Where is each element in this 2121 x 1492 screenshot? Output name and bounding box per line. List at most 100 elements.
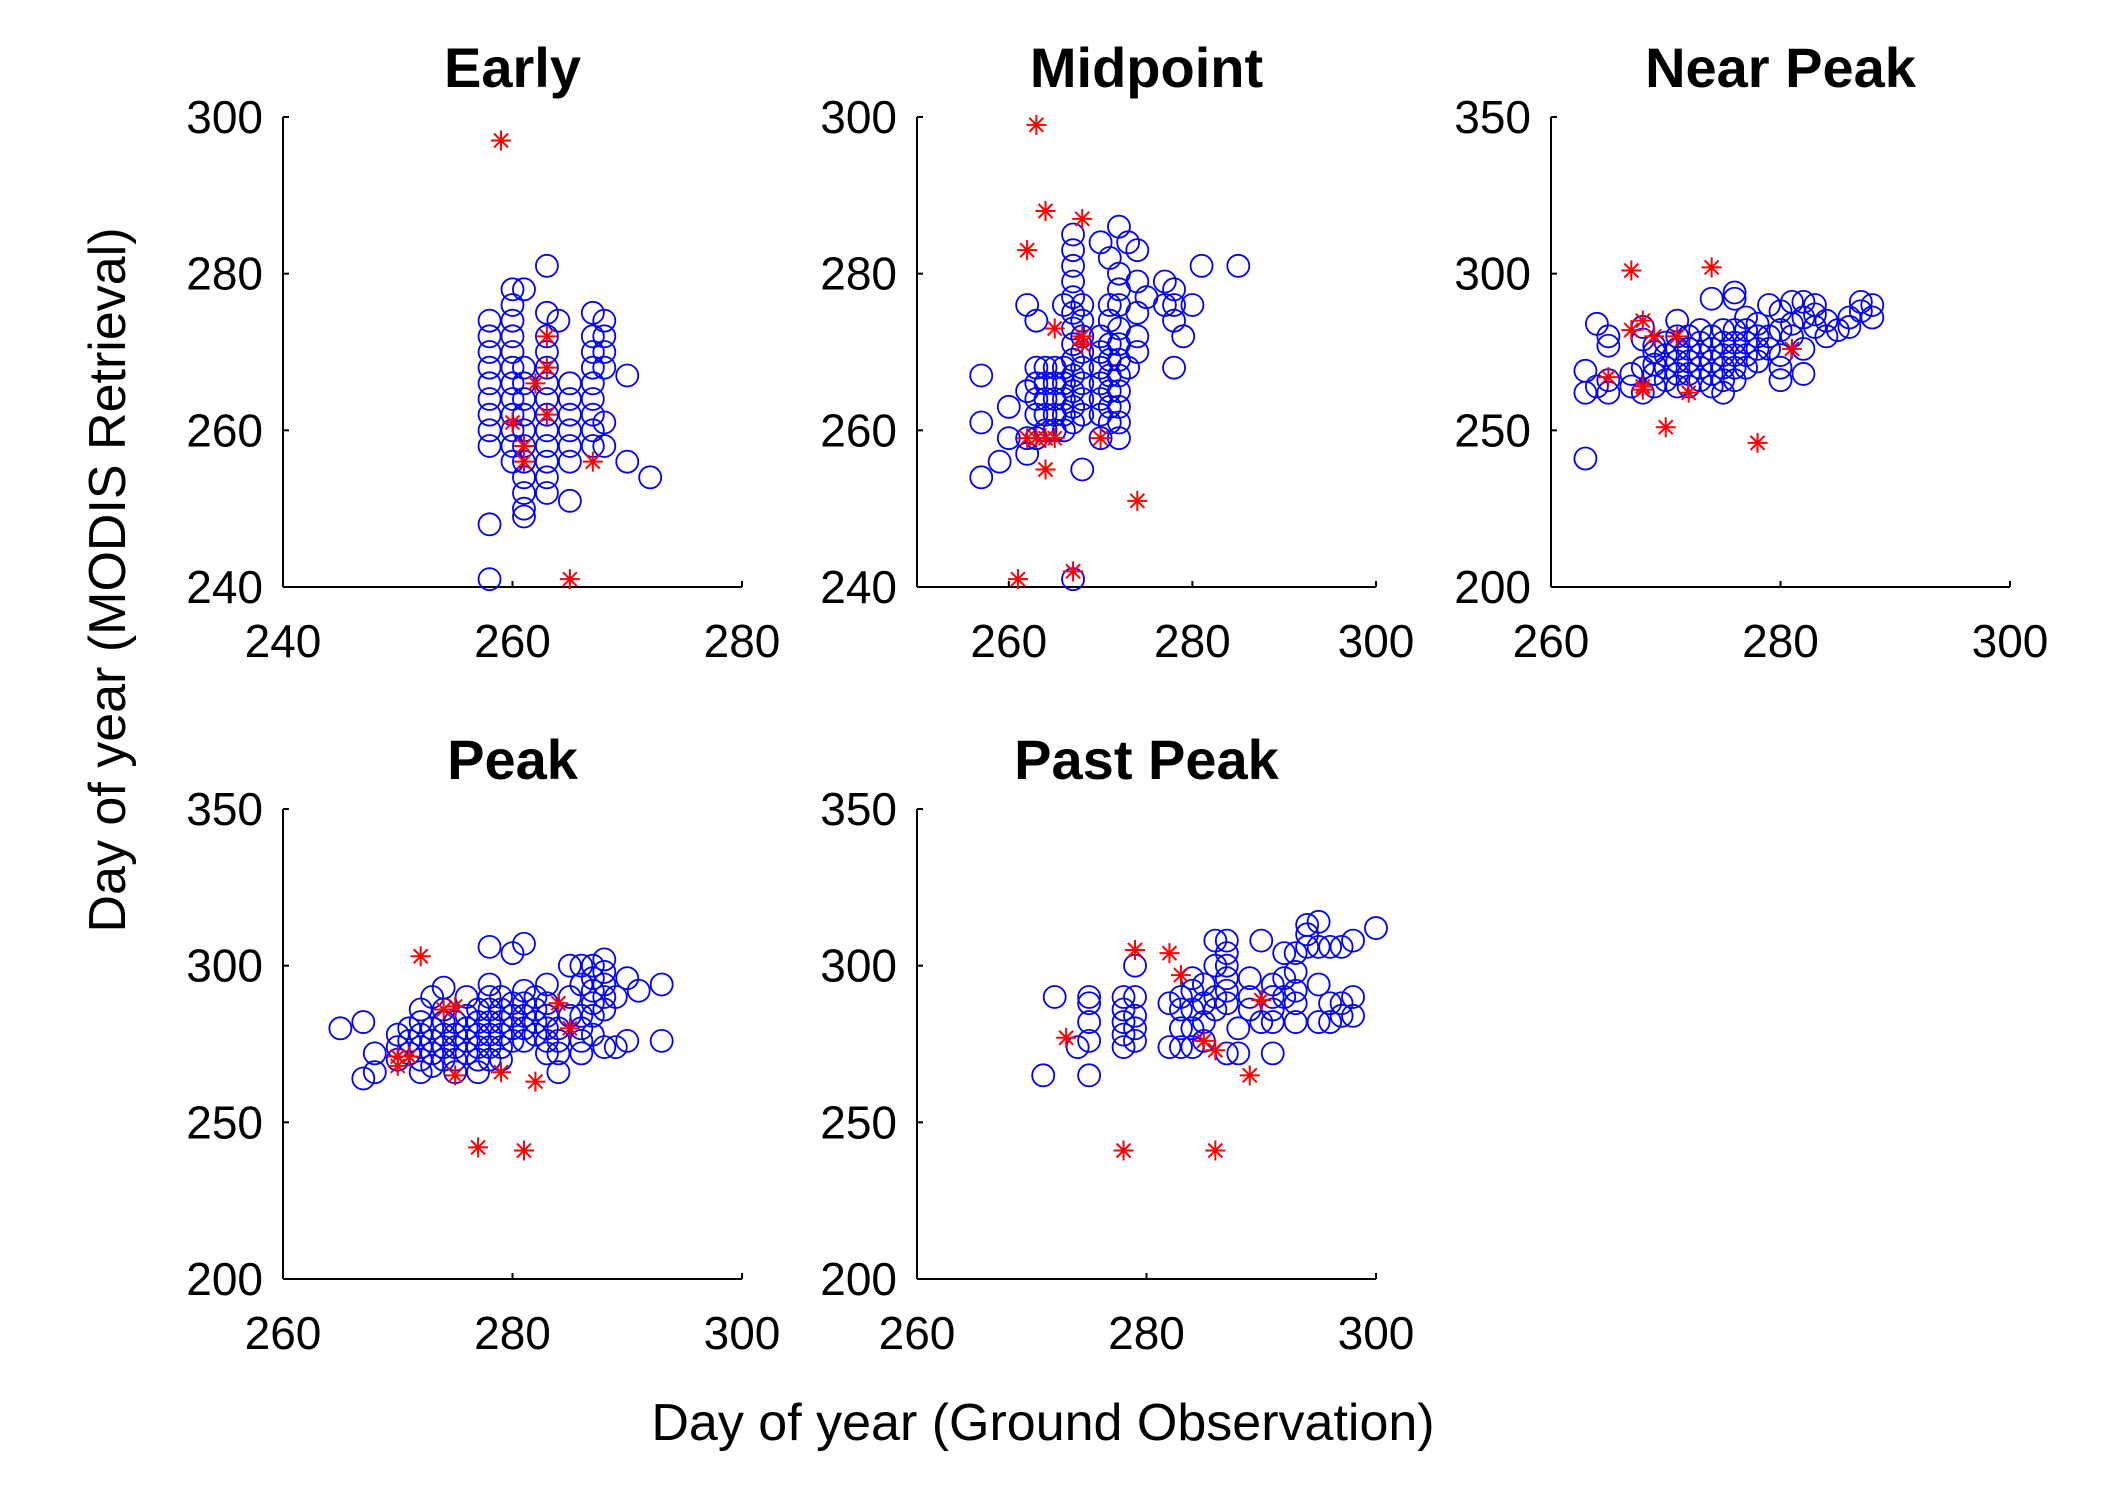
data-point-circle	[1061, 394, 1085, 419]
y-tick-label: 240	[186, 561, 263, 613]
data-point-asterisk	[1007, 569, 1028, 590]
data-point-asterisk	[502, 412, 523, 433]
data-point-asterisk	[1205, 1040, 1226, 1061]
y-tick-label: 250	[820, 1096, 897, 1148]
data-point-circle	[1306, 909, 1331, 934]
data-point-circle	[1688, 343, 1713, 368]
data-point-circle	[1283, 960, 1308, 984]
data-point-circle	[489, 985, 513, 1009]
data-point-circle	[580, 953, 605, 978]
data-point-circle	[1051, 402, 1076, 427]
data-point-circle	[615, 1028, 640, 1053]
data-point-circle	[477, 355, 502, 380]
data-point-circle	[1107, 410, 1131, 435]
asterisk-series	[1007, 114, 1148, 590]
data-point-circle	[362, 1041, 387, 1066]
data-point-circle	[1162, 355, 1186, 380]
asterisk-series	[1598, 257, 1802, 453]
data-point-circle	[557, 434, 582, 458]
data-point-circle	[1768, 355, 1793, 380]
data-point-circle	[1169, 1035, 1193, 1060]
data-point-circle	[362, 1060, 387, 1085]
data-point-circle	[535, 253, 559, 278]
data-point-asterisk	[1205, 1140, 1226, 1161]
circle-series	[1031, 909, 1388, 1088]
data-point-circle	[1077, 985, 1102, 1009]
data-point-circle	[592, 324, 617, 349]
data-point-circle	[592, 340, 617, 364]
data-point-circle	[592, 960, 617, 984]
panel-title: Early	[444, 36, 581, 99]
x-tick-label: 280	[1108, 1307, 1185, 1359]
data-point-circle	[592, 947, 617, 972]
panel-title: Midpoint	[1030, 36, 1263, 99]
data-point-circle	[1107, 379, 1131, 404]
data-point-circle	[512, 496, 536, 521]
data-point-circle	[1061, 269, 1085, 294]
data-point-asterisk	[399, 1046, 420, 1067]
data-point-asterisk	[525, 373, 546, 394]
data-point-circle	[1318, 934, 1342, 959]
data-point-circle	[1015, 293, 1040, 317]
x-tick-label: 280	[704, 615, 781, 667]
data-point-circle	[1699, 374, 1724, 399]
data-point-circle	[1116, 355, 1141, 380]
data-point-circle	[1125, 238, 1150, 263]
scatter-panel: Early 240 260 280 240 260 280 300	[186, 36, 780, 667]
data-point-asterisk	[1251, 990, 1272, 1011]
data-point-asterisk	[1159, 943, 1180, 964]
x-tick-label: 280	[1154, 615, 1231, 667]
data-point-circle	[546, 1041, 571, 1066]
data-point-asterisk	[491, 1062, 512, 1083]
data-point-asterisk	[433, 999, 454, 1020]
data-point-circle	[1688, 318, 1713, 342]
data-point-circle	[1653, 355, 1678, 380]
data-point-circle	[557, 371, 582, 396]
data-point-circle	[615, 966, 640, 991]
data-point-asterisk	[1127, 490, 1148, 511]
data-point-circle	[420, 1041, 445, 1066]
asterisk-series	[387, 946, 580, 1161]
data-point-asterisk	[513, 451, 534, 472]
data-point-asterisk	[1035, 459, 1056, 480]
data-point-circle	[1111, 1035, 1136, 1060]
data-point-circle	[1203, 985, 1228, 1009]
data-point-circle	[603, 1035, 628, 1060]
data-point-circle	[420, 1016, 445, 1041]
data-point-circle	[1653, 368, 1678, 393]
data-point-circle	[431, 975, 456, 1000]
data-point-circle	[1214, 941, 1239, 966]
x-tick-label: 260	[1513, 615, 1590, 667]
data-point-circle	[1768, 318, 1793, 342]
data-point-circle	[580, 355, 605, 380]
data-point-circle	[1214, 928, 1239, 953]
data-point-circle	[1596, 333, 1621, 358]
data-point-asterisk	[1678, 382, 1699, 403]
data-point-circle	[1860, 305, 1885, 330]
data-point-circle	[443, 1035, 468, 1060]
data-point-circle	[466, 1060, 490, 1085]
data-point-circle	[1107, 214, 1131, 239]
data-point-circle	[1125, 340, 1150, 364]
data-point-circle	[1249, 928, 1274, 953]
data-point-circle	[500, 355, 525, 380]
panel-title: Peak	[447, 728, 579, 791]
data-point-circle	[1070, 457, 1095, 482]
data-point-circle	[969, 410, 994, 435]
data-point-asterisk	[1090, 428, 1111, 449]
data-point-circle	[1283, 941, 1308, 966]
x-tick-label: 300	[1972, 615, 2049, 667]
data-point-circle	[1125, 324, 1150, 349]
circle-series	[969, 214, 1251, 592]
data-point-circle	[1051, 387, 1076, 411]
x-tick-label: 260	[474, 615, 551, 667]
asterisk-series	[491, 130, 603, 590]
data-point-circle	[443, 1022, 468, 1047]
data-point-asterisk	[1044, 428, 1065, 449]
data-point-circle	[1688, 368, 1713, 393]
data-point-circle	[420, 1054, 445, 1078]
data-point-circle	[1123, 1028, 1147, 1053]
data-point-circle	[1226, 253, 1251, 278]
data-point-circle	[512, 504, 536, 529]
data-point-circle	[351, 1010, 376, 1034]
